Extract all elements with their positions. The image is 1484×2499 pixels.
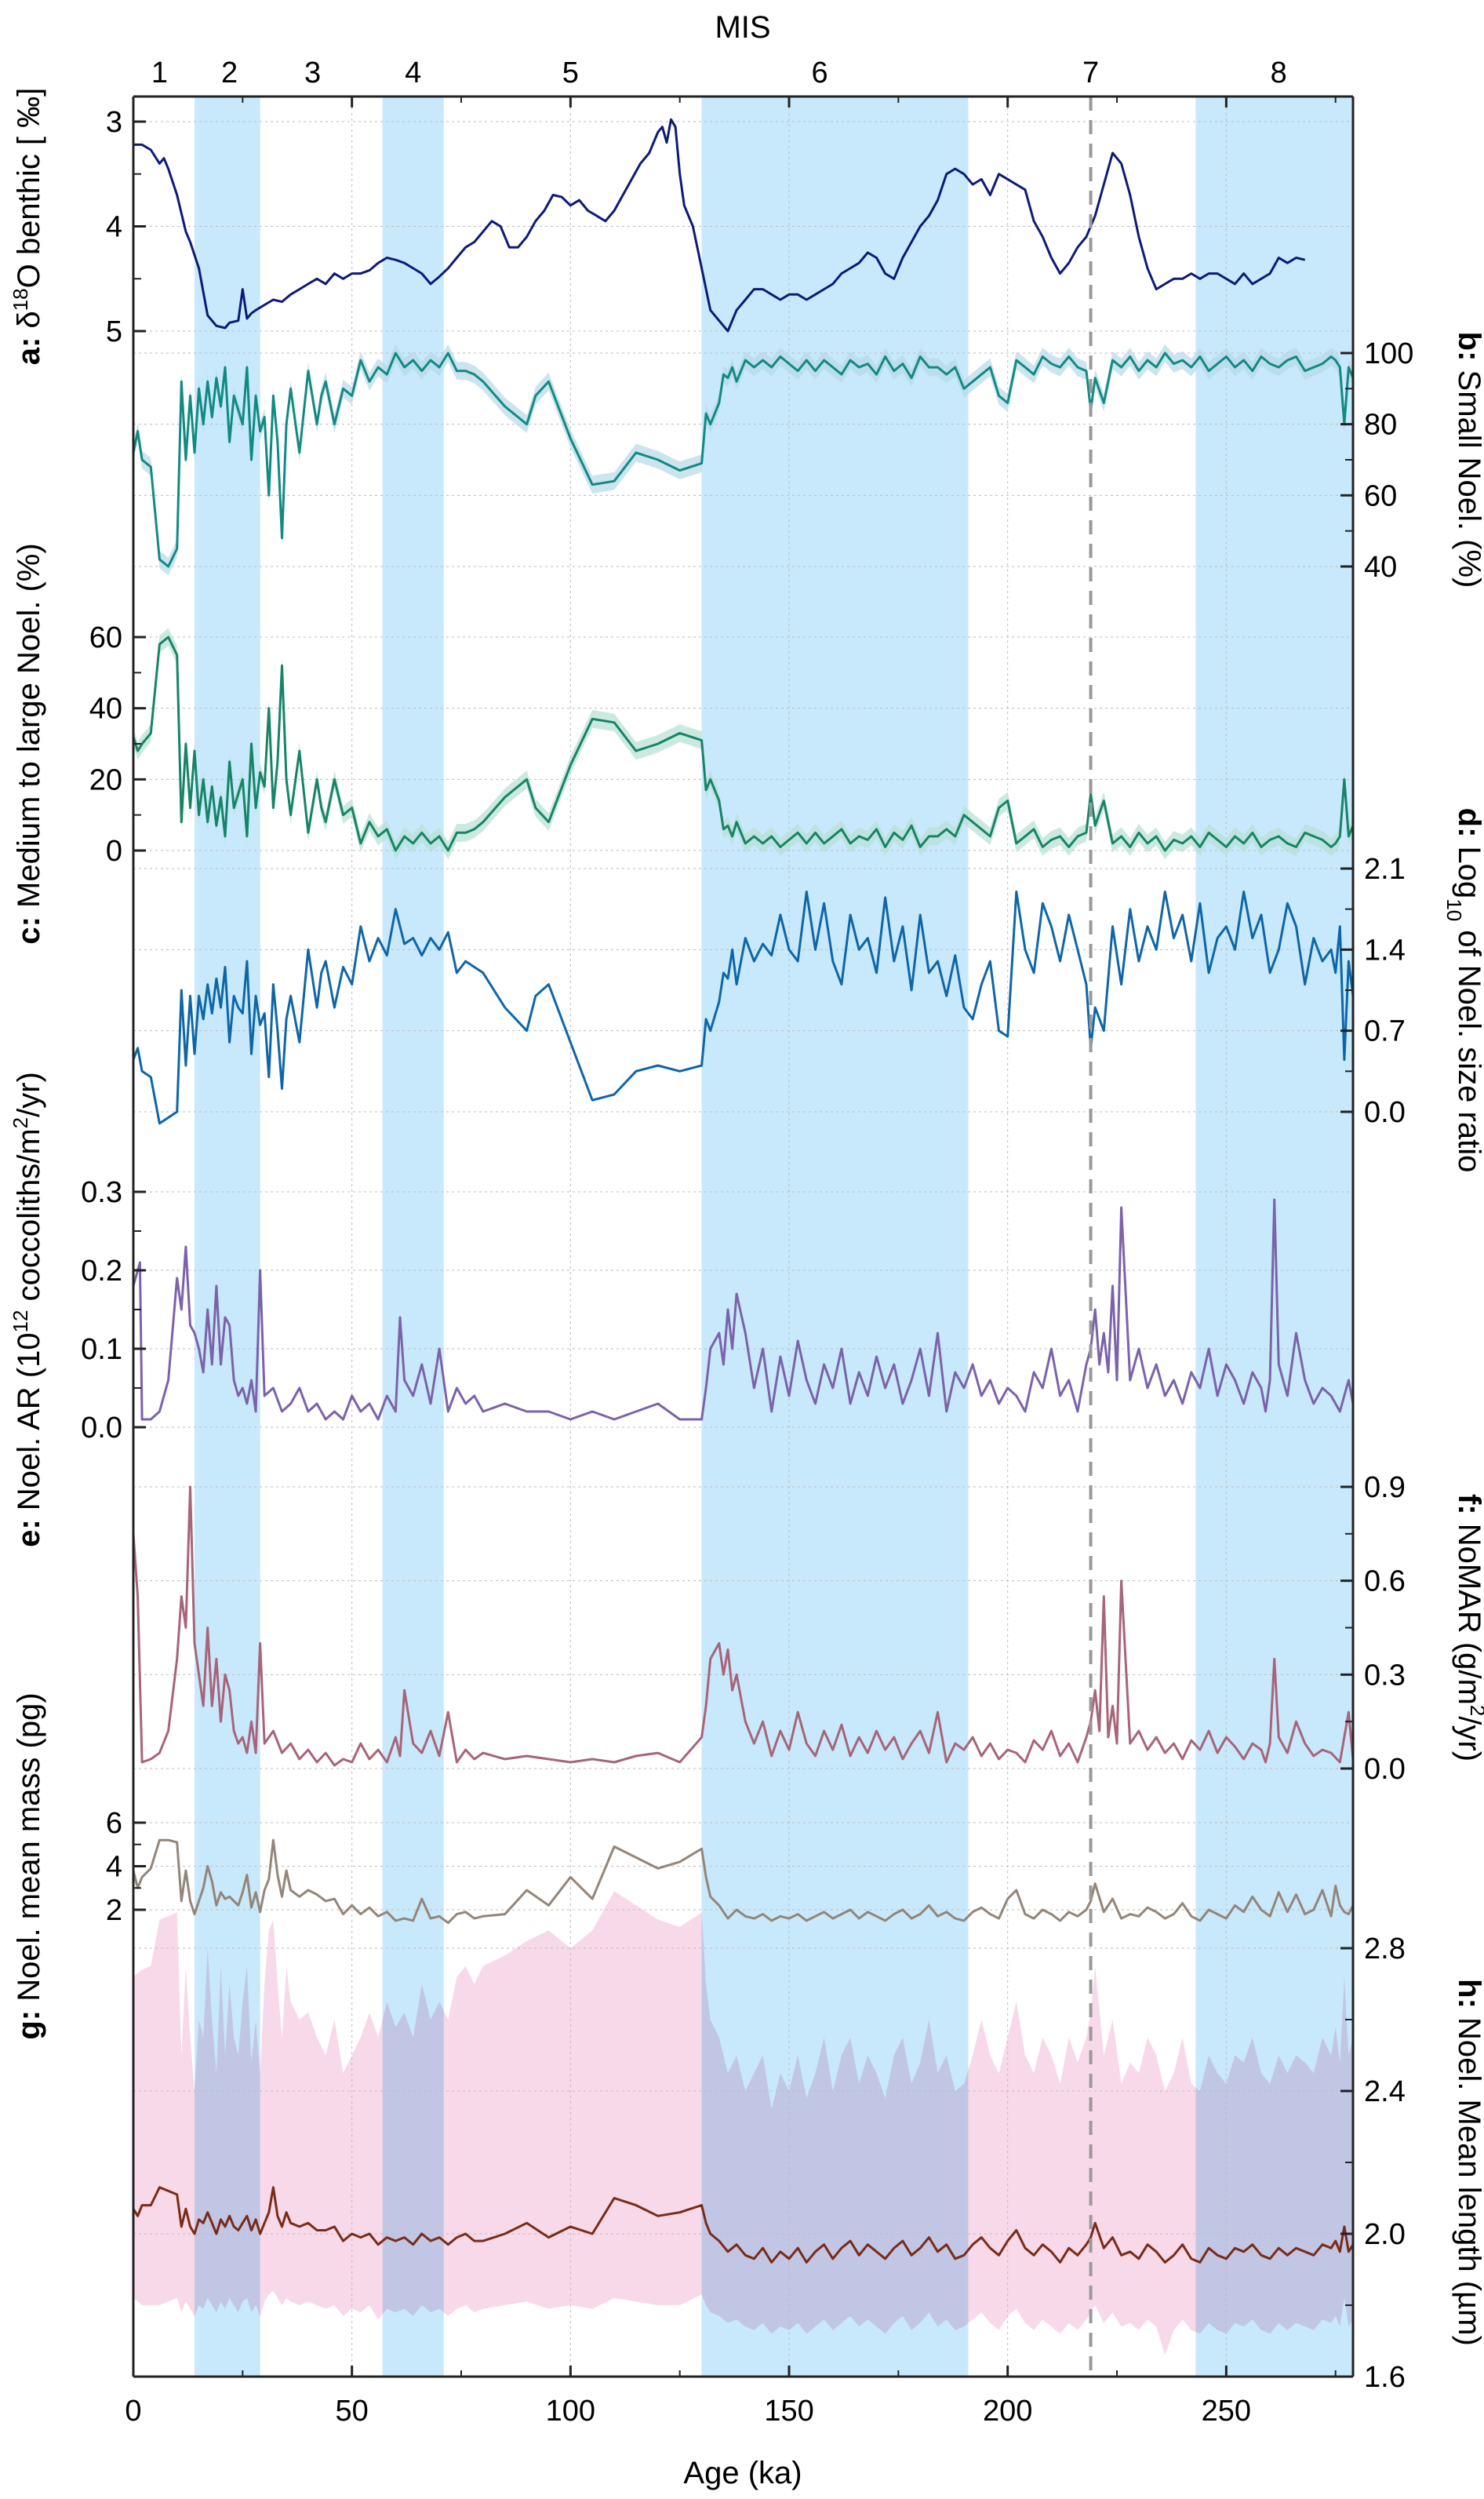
mis-stage-label: 1 (151, 56, 168, 89)
mis-title: MIS (715, 10, 770, 45)
glacial-band-3 (701, 97, 969, 2377)
y-tick-label-h: 2.0 (1364, 2218, 1406, 2251)
series-band-b (133, 344, 1353, 576)
panel-letter: b: (1452, 332, 1484, 370)
y-tick-label-g: 2 (106, 1894, 122, 1927)
y-tick-label-c: 0 (106, 835, 122, 868)
y-axis-title-h: h: Noel. Mean length (µm) (1452, 1979, 1484, 2346)
x-tick-label: 150 (764, 2395, 813, 2428)
panel-letter: g: (12, 2002, 46, 2040)
y-tick-label-b: 40 (1364, 551, 1397, 584)
series-line-d (132, 891, 1355, 1125)
h-uncertainty-area (133, 1891, 1353, 2355)
y-tick-label-b: 60 (1364, 479, 1397, 512)
mis-stage-label: 7 (1082, 56, 1099, 89)
panel-letter: e: (12, 1510, 46, 1547)
y-tick-label-c: 20 (89, 763, 122, 796)
y-tick-label-d: 0.0 (1364, 1096, 1406, 1129)
y-tick-label-e: 0.0 (81, 1412, 122, 1444)
y-tick-label-f: 0.0 (1364, 1753, 1406, 1786)
series-band-c (133, 628, 1353, 860)
y-tick-label-g: 4 (106, 1851, 122, 1884)
y-tick-label-f: 0.9 (1364, 1471, 1406, 1504)
y-tick-label-e: 0.2 (81, 1255, 122, 1288)
glacial-band-2 (382, 97, 444, 2377)
y-tick-label-b: 80 (1364, 409, 1397, 442)
series-line-g (132, 1838, 1355, 1925)
mis-stage-label: 4 (405, 56, 421, 89)
y-tick-label-e: 0.1 (81, 1333, 122, 1366)
plot-frame (132, 95, 1355, 2378)
y-tick-label-c: 40 (89, 693, 122, 726)
series-line-a (133, 118, 1306, 333)
y-tick-label-c: 60 (89, 621, 122, 654)
series-line-c (132, 636, 1355, 852)
y-tick-label-h: 2.4 (1364, 2075, 1406, 2108)
x-tick-label: 100 (546, 2395, 595, 2428)
y-tick-label-d: 2.1 (1364, 853, 1406, 886)
y-tick-label-a: 4 (106, 211, 122, 244)
series-line-b (132, 352, 1355, 568)
y-axis-title-f: f: NoMAR (g/m2/yr) (1452, 1494, 1484, 1761)
y-axis-title-d: d: Log10 of Noel. size ratio (1442, 808, 1484, 1173)
y-tick-label-d: 1.4 (1364, 934, 1406, 967)
y-tick-label-f: 0.6 (1364, 1565, 1406, 1598)
series-line-h (132, 2186, 1355, 2264)
panel-letter: d: (1452, 808, 1484, 847)
panel-letter: a: (12, 329, 46, 366)
mis-stage-label: 5 (562, 56, 579, 89)
x-tick-label: 250 (1202, 2395, 1251, 2428)
mis-stage-label: 3 (304, 56, 321, 89)
mis-stage-label: 2 (221, 56, 238, 89)
mis-stage-label: 8 (1271, 56, 1287, 89)
glacial-bands (195, 97, 1353, 2377)
series-line-f (132, 1485, 1355, 1767)
h-uncertainty-band (133, 1891, 1353, 2355)
x-axis-title: Age (ka) (683, 2456, 802, 2490)
series-lines (132, 97, 1355, 2377)
x-tick-label: 200 (983, 2395, 1032, 2428)
y-tick-label-d: 0.7 (1364, 1015, 1406, 1048)
panel-letter: h: (1452, 1979, 1484, 2017)
mis-stage-label: 6 (811, 56, 827, 89)
y-tick-label-a: 5 (106, 315, 122, 348)
x-tick-label: 0 (125, 2395, 141, 2428)
y-axis-title-b: b: Small Noel. (%) (1452, 332, 1484, 588)
y-axis-title-e: e: Noel. AR (1012 coccoliths/m2/yr) (9, 1072, 46, 1547)
y-tick-label-b: 100 (1364, 337, 1413, 370)
y-tick-label-h: 1.6 (1364, 2361, 1406, 2394)
y-axis-title-a: a: δ18O benthic [ ‰] (9, 88, 46, 366)
y-tick-label-e: 0.3 (81, 1176, 122, 1209)
y-tick-label-a: 3 (106, 106, 122, 139)
panel-letter: f: (1452, 1494, 1484, 1524)
y-axis-title-c: c: Medium to large Noel. (%) (12, 543, 46, 944)
y-tick-label-g: 6 (106, 1807, 122, 1840)
panel-letter: c: (12, 908, 46, 945)
x-tick-label: 50 (336, 2395, 369, 2428)
series-line-e (132, 1198, 1355, 1421)
y-tick-label-h: 2.8 (1364, 1933, 1406, 1965)
y-tick-label-f: 0.3 (1364, 1659, 1406, 1692)
y-axis-title-g: g: Noel. mean mass (pg) (12, 1692, 46, 2039)
